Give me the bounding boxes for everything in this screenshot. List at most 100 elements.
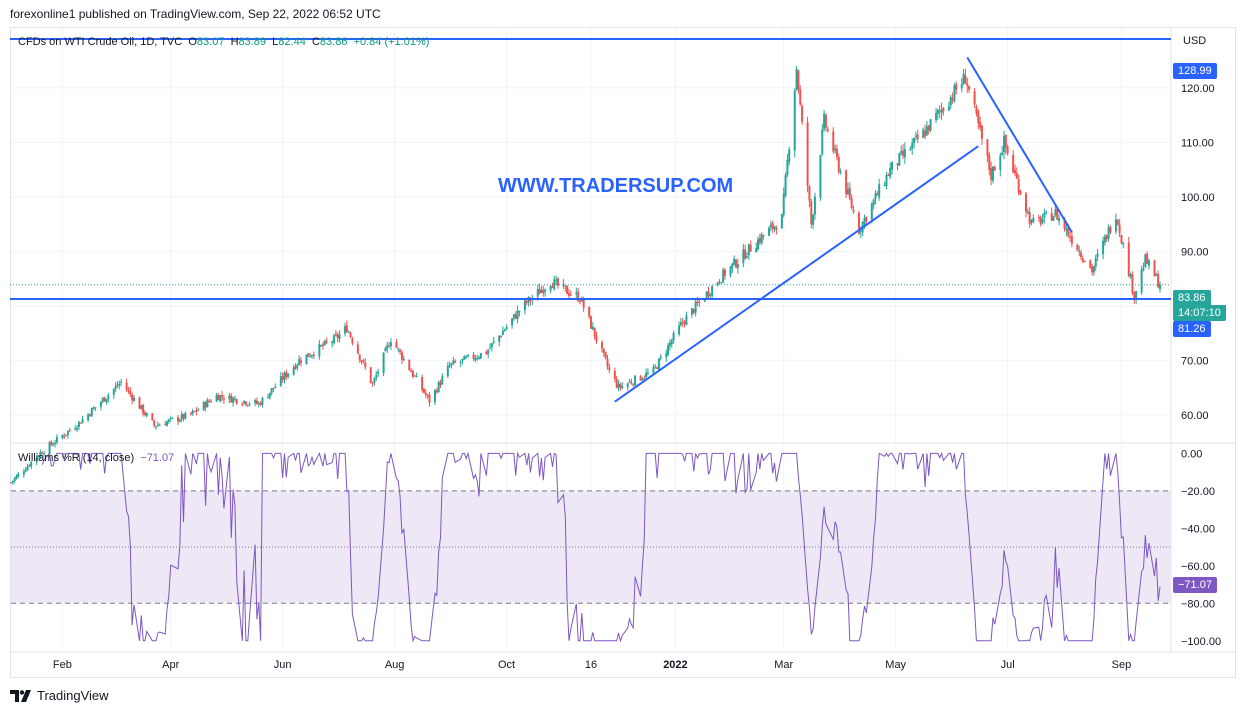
- candle-body: [500, 336, 503, 338]
- candle-body: [307, 353, 310, 357]
- time-tick-label: Jun: [274, 659, 292, 671]
- candle-body: [588, 306, 591, 317]
- candle-body: [889, 167, 892, 177]
- candle-body: [490, 343, 493, 348]
- candle-body: [784, 175, 787, 196]
- time-tick-label: Aug: [385, 659, 405, 671]
- candle-body: [243, 400, 246, 404]
- last-candle-body: [1158, 284, 1161, 290]
- price-tick-label: 100.00: [1181, 192, 1215, 204]
- candle-body: [479, 353, 482, 359]
- indicator-value: −71.07: [140, 452, 175, 464]
- candle-body: [345, 325, 348, 333]
- candle-body: [272, 387, 275, 389]
- candle-body: [1129, 274, 1132, 277]
- candle-body: [823, 113, 826, 129]
- candle-body: [1012, 155, 1015, 173]
- indicator-legend: Williams %R (14, close) −71.07: [18, 452, 174, 464]
- candle-body: [755, 247, 758, 253]
- candle-body: [1030, 220, 1033, 223]
- candle-body: [703, 299, 706, 302]
- candle-body: [325, 341, 328, 343]
- candle-body: [364, 362, 367, 368]
- candle-body: [980, 125, 983, 139]
- candle-body: [54, 443, 57, 445]
- candle-body: [872, 199, 875, 205]
- candle-body: [143, 412, 146, 416]
- candle-body: [408, 359, 411, 371]
- candle-body: [885, 174, 888, 186]
- candle-body: [729, 266, 732, 276]
- candle-body: [101, 398, 104, 402]
- time-tick-label: Sep: [1112, 659, 1132, 671]
- candle-body: [244, 401, 247, 405]
- candle-body: [184, 412, 187, 419]
- candle-body: [643, 377, 646, 379]
- candle-body: [63, 435, 66, 437]
- candle-body: [523, 300, 526, 311]
- candle-body: [221, 394, 224, 398]
- footer-branding[interactable]: TradingView: [10, 688, 109, 703]
- candle-body: [1094, 257, 1097, 267]
- candle-body: [74, 428, 77, 430]
- candle-body: [142, 404, 145, 414]
- candle-body: [395, 342, 398, 348]
- candle-body: [331, 341, 334, 344]
- candle-body: [935, 112, 938, 120]
- candle-body: [77, 421, 80, 428]
- candle-body: [567, 293, 570, 296]
- candle-body: [668, 342, 671, 346]
- candle-body: [1140, 269, 1143, 293]
- candle-body: [274, 386, 277, 388]
- candle-body: [287, 373, 290, 377]
- candle-body: [865, 217, 868, 222]
- candle-body: [936, 109, 939, 114]
- candle-body: [1127, 242, 1130, 276]
- candle-body: [953, 85, 956, 102]
- candle-body: [846, 189, 849, 195]
- candle-body: [1091, 266, 1094, 273]
- candle-body: [459, 361, 462, 363]
- candle-body: [107, 395, 110, 400]
- candle-body: [1078, 250, 1081, 252]
- candle-body: [1067, 228, 1070, 236]
- candle-body: [606, 358, 609, 367]
- candle-body: [112, 388, 115, 396]
- candle-body: [320, 345, 323, 347]
- candle-body: [720, 282, 723, 284]
- candle-body: [261, 397, 264, 405]
- candle-body: [450, 363, 453, 366]
- watermark-text: WWW.TRADERSUP.COM: [498, 175, 734, 197]
- candle-body: [514, 314, 517, 319]
- candle-body: [164, 424, 167, 426]
- candle-body: [485, 351, 488, 355]
- candle-body: [195, 410, 198, 412]
- candle-body: [746, 256, 749, 258]
- candle-body: [722, 269, 725, 283]
- candle-body: [569, 294, 572, 296]
- candle-body: [151, 413, 154, 421]
- candle-body: [698, 301, 701, 303]
- time-tick-label: Apr: [162, 659, 179, 671]
- candle-body: [645, 372, 648, 378]
- candle-body: [512, 314, 515, 318]
- candle-body: [799, 89, 802, 105]
- candle-body: [182, 414, 185, 419]
- candle-body: [360, 360, 363, 362]
- currency-label: USD: [1183, 35, 1206, 47]
- candle-body: [808, 186, 811, 201]
- candle-body: [821, 129, 824, 155]
- candle-body: [103, 397, 106, 402]
- candle-body: [902, 150, 905, 156]
- candle-body: [795, 69, 798, 90]
- candle-body: [771, 222, 774, 229]
- candle-body: [171, 417, 174, 419]
- candle-body: [362, 360, 365, 362]
- change-value: +0.84 (+1.01%): [353, 36, 430, 48]
- candle-body: [619, 383, 622, 388]
- candle-body: [235, 399, 238, 404]
- candle-body: [1122, 243, 1125, 245]
- candle-body: [204, 402, 207, 408]
- candle-body: [801, 105, 804, 122]
